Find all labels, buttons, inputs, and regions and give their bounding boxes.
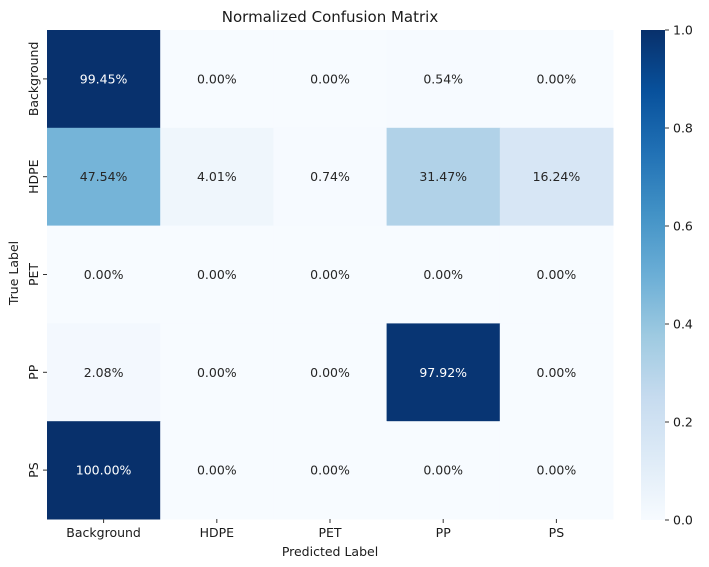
- cell-value-label: 0.00%: [310, 365, 350, 380]
- heatmap-cell: [273, 225, 388, 324]
- cell-value-label: 97.92%: [419, 365, 467, 380]
- heatmap-cell: [386, 323, 501, 422]
- heatmap-cell: [47, 225, 161, 324]
- chart-title: Normalized Confusion Matrix: [222, 8, 439, 26]
- heatmap-cell: [160, 30, 274, 129]
- y-tick-label: Background: [26, 42, 41, 117]
- cell-value-label: 0.00%: [84, 267, 124, 282]
- cell-value-label: 0.00%: [197, 463, 237, 478]
- y-tick-label: PS: [26, 462, 41, 478]
- heatmap-cell: [499, 127, 614, 227]
- heatmap-cell: [386, 421, 501, 520]
- colorbar-tick-label: 0.4: [673, 317, 693, 332]
- cell-value-label: 0.00%: [197, 71, 237, 86]
- colorbar-gradient: [641, 30, 665, 520]
- cell-value-label: 0.00%: [197, 267, 237, 282]
- colorbar-tick-label: 1.0: [673, 23, 693, 38]
- cell-value-label: 0.00%: [537, 365, 577, 380]
- y-axis-ticks: Background HDPE PET PP PS: [26, 42, 47, 478]
- heatmap-cell: [160, 225, 274, 324]
- cell-value-label: 0.00%: [423, 463, 463, 478]
- x-tick-label: PS: [549, 525, 565, 540]
- heatmap-cell: [499, 323, 614, 422]
- y-axis-label: True Label: [6, 241, 21, 306]
- x-axis-label: Predicted Label: [282, 544, 378, 559]
- heatmap-cell: [386, 127, 501, 227]
- cell-value-label: 0.00%: [310, 267, 350, 282]
- cell-value-label: 0.00%: [537, 463, 577, 478]
- cell-value-label: 0.00%: [310, 71, 350, 86]
- x-axis-ticks: Background HDPE PET PP PS: [66, 519, 564, 540]
- heatmap-cell: [160, 421, 274, 520]
- cell-value-label: 0.00%: [423, 267, 463, 282]
- cell-value-label: 0.00%: [197, 365, 237, 380]
- cell-value-label: 0.00%: [537, 71, 577, 86]
- heatmap-cell: [47, 30, 161, 129]
- y-tick-label: HDPE: [26, 159, 41, 194]
- heatmap-cell: [273, 421, 388, 520]
- y-tick-label: PET: [26, 263, 41, 286]
- cell-value-label: 99.45%: [80, 71, 128, 86]
- heatmap-cells: 99.45% 0.00% 0.00% 0.54% 0.00% 47.54% 4.01% 0.7…: [47, 30, 614, 520]
- cell-value-label: 0.74%: [310, 169, 350, 184]
- heatmap-cell: [273, 127, 388, 227]
- heatmap-cell: [273, 323, 388, 422]
- heatmap-cell: [160, 127, 274, 227]
- cell-value-label: 0.54%: [423, 71, 463, 86]
- heatmap-cell: [47, 421, 161, 520]
- heatmap-cell: [499, 225, 614, 324]
- heatmap-cell: [160, 323, 274, 422]
- cell-value-label: 100.00%: [76, 463, 132, 478]
- cell-value-label: 47.54%: [80, 169, 128, 184]
- cell-value-label: 16.24%: [533, 169, 581, 184]
- x-tick-label: Background: [66, 525, 141, 540]
- x-tick-label: HDPE: [200, 525, 235, 540]
- colorbar-tick-label: 0.6: [673, 219, 693, 234]
- colorbar-tick-label: 0.8: [673, 121, 693, 136]
- y-tick-label: PP: [26, 364, 41, 380]
- colorbar-tick-label: 0.2: [673, 415, 693, 430]
- heatmap-cell: [47, 323, 161, 422]
- x-tick-label: PET: [318, 525, 341, 540]
- cell-value-label: 2.08%: [84, 365, 124, 380]
- heatmap-cell: [499, 421, 614, 520]
- cell-value-label: 31.47%: [419, 169, 467, 184]
- cell-value-label: 0.00%: [310, 463, 350, 478]
- heatmap-cell: [47, 127, 161, 227]
- cell-value-label: 4.01%: [197, 169, 237, 184]
- colorbar-tick-label: 0.0: [673, 513, 693, 528]
- heatmap-cell: [386, 225, 501, 324]
- heatmap-cell: [386, 30, 501, 129]
- heatmap-cell: [273, 30, 388, 129]
- colorbar: 0.0 0.2 0.4 0.6 0.8 1.0: [641, 23, 693, 528]
- x-tick-label: PP: [436, 525, 452, 540]
- heatmap-cell: [499, 30, 614, 129]
- cell-value-label: 0.00%: [537, 267, 577, 282]
